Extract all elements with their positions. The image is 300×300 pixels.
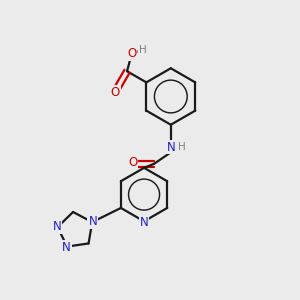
Text: H: H	[139, 45, 147, 55]
Text: O: O	[111, 86, 120, 99]
Text: H: H	[178, 142, 186, 152]
Text: N: N	[167, 140, 175, 154]
Text: N: N	[88, 215, 97, 228]
Text: O: O	[128, 156, 137, 169]
Text: N: N	[52, 220, 61, 233]
Text: N: N	[62, 241, 71, 254]
Text: N: N	[140, 216, 148, 229]
Text: O: O	[127, 47, 136, 60]
